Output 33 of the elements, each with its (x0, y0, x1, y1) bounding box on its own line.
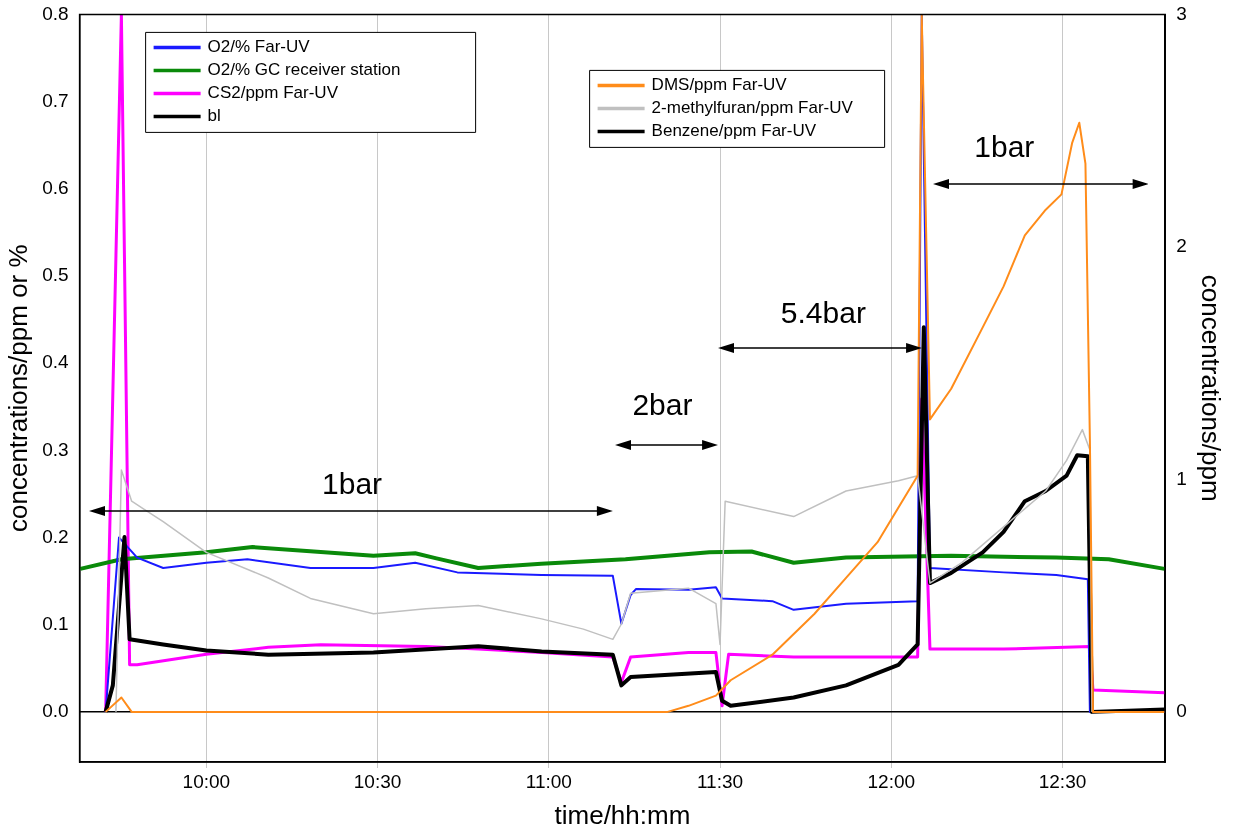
y2-axis-title: concentrations/ppm (1196, 274, 1227, 502)
y2-tick-label: 0 (1176, 700, 1187, 722)
annotation: 1bar (974, 129, 1035, 163)
y-tick-label: 0.8 (42, 2, 69, 24)
y-tick-label: 0.5 (42, 264, 69, 286)
x-tick-label: 11:00 (525, 770, 572, 792)
y-tick-label: 0.3 (42, 438, 69, 460)
y-tick-label: 0.7 (42, 89, 69, 111)
legend-label: bl (207, 106, 221, 126)
y-tick-label: 0.2 (42, 525, 69, 547)
annotation: 1bar (322, 467, 383, 501)
x-tick-label: 11:30 (696, 770, 744, 792)
annotation: 2bar (632, 388, 693, 422)
x-tick-label: 12:00 (867, 770, 916, 792)
x-tick-label: 10:00 (182, 770, 231, 792)
y-tick-label: 0.4 (42, 351, 70, 373)
legend-label: O2/% Far-UV (207, 37, 311, 57)
legend-label: O2/% GC receiver station (207, 60, 401, 80)
y-tick-label: 0.0 (42, 700, 69, 722)
y-axis-title: concentrations/ppm or % (2, 244, 33, 532)
legend-label: DMS/ppm Far-UV (651, 75, 788, 95)
legend-label: CS2/ppm Far-UV (207, 83, 339, 103)
annotation: 5.4bar (780, 296, 866, 330)
y2-tick-label: 3 (1176, 2, 1187, 24)
y2-tick-label: 1 (1176, 467, 1187, 489)
y2-tick-label: 2 (1176, 235, 1187, 257)
x-tick-label: 10:30 (353, 770, 402, 792)
x-tick-label: 12:30 (1038, 770, 1087, 792)
y-tick-label: 0.1 (42, 612, 69, 634)
legend-label: Benzene/ppm Far-UV (651, 121, 817, 141)
y-tick-label: 0.6 (42, 177, 69, 198)
legend-label: 2-methylfuran/ppm Far-UV (651, 98, 854, 118)
x-axis-title: time/hh:mm (554, 799, 691, 830)
